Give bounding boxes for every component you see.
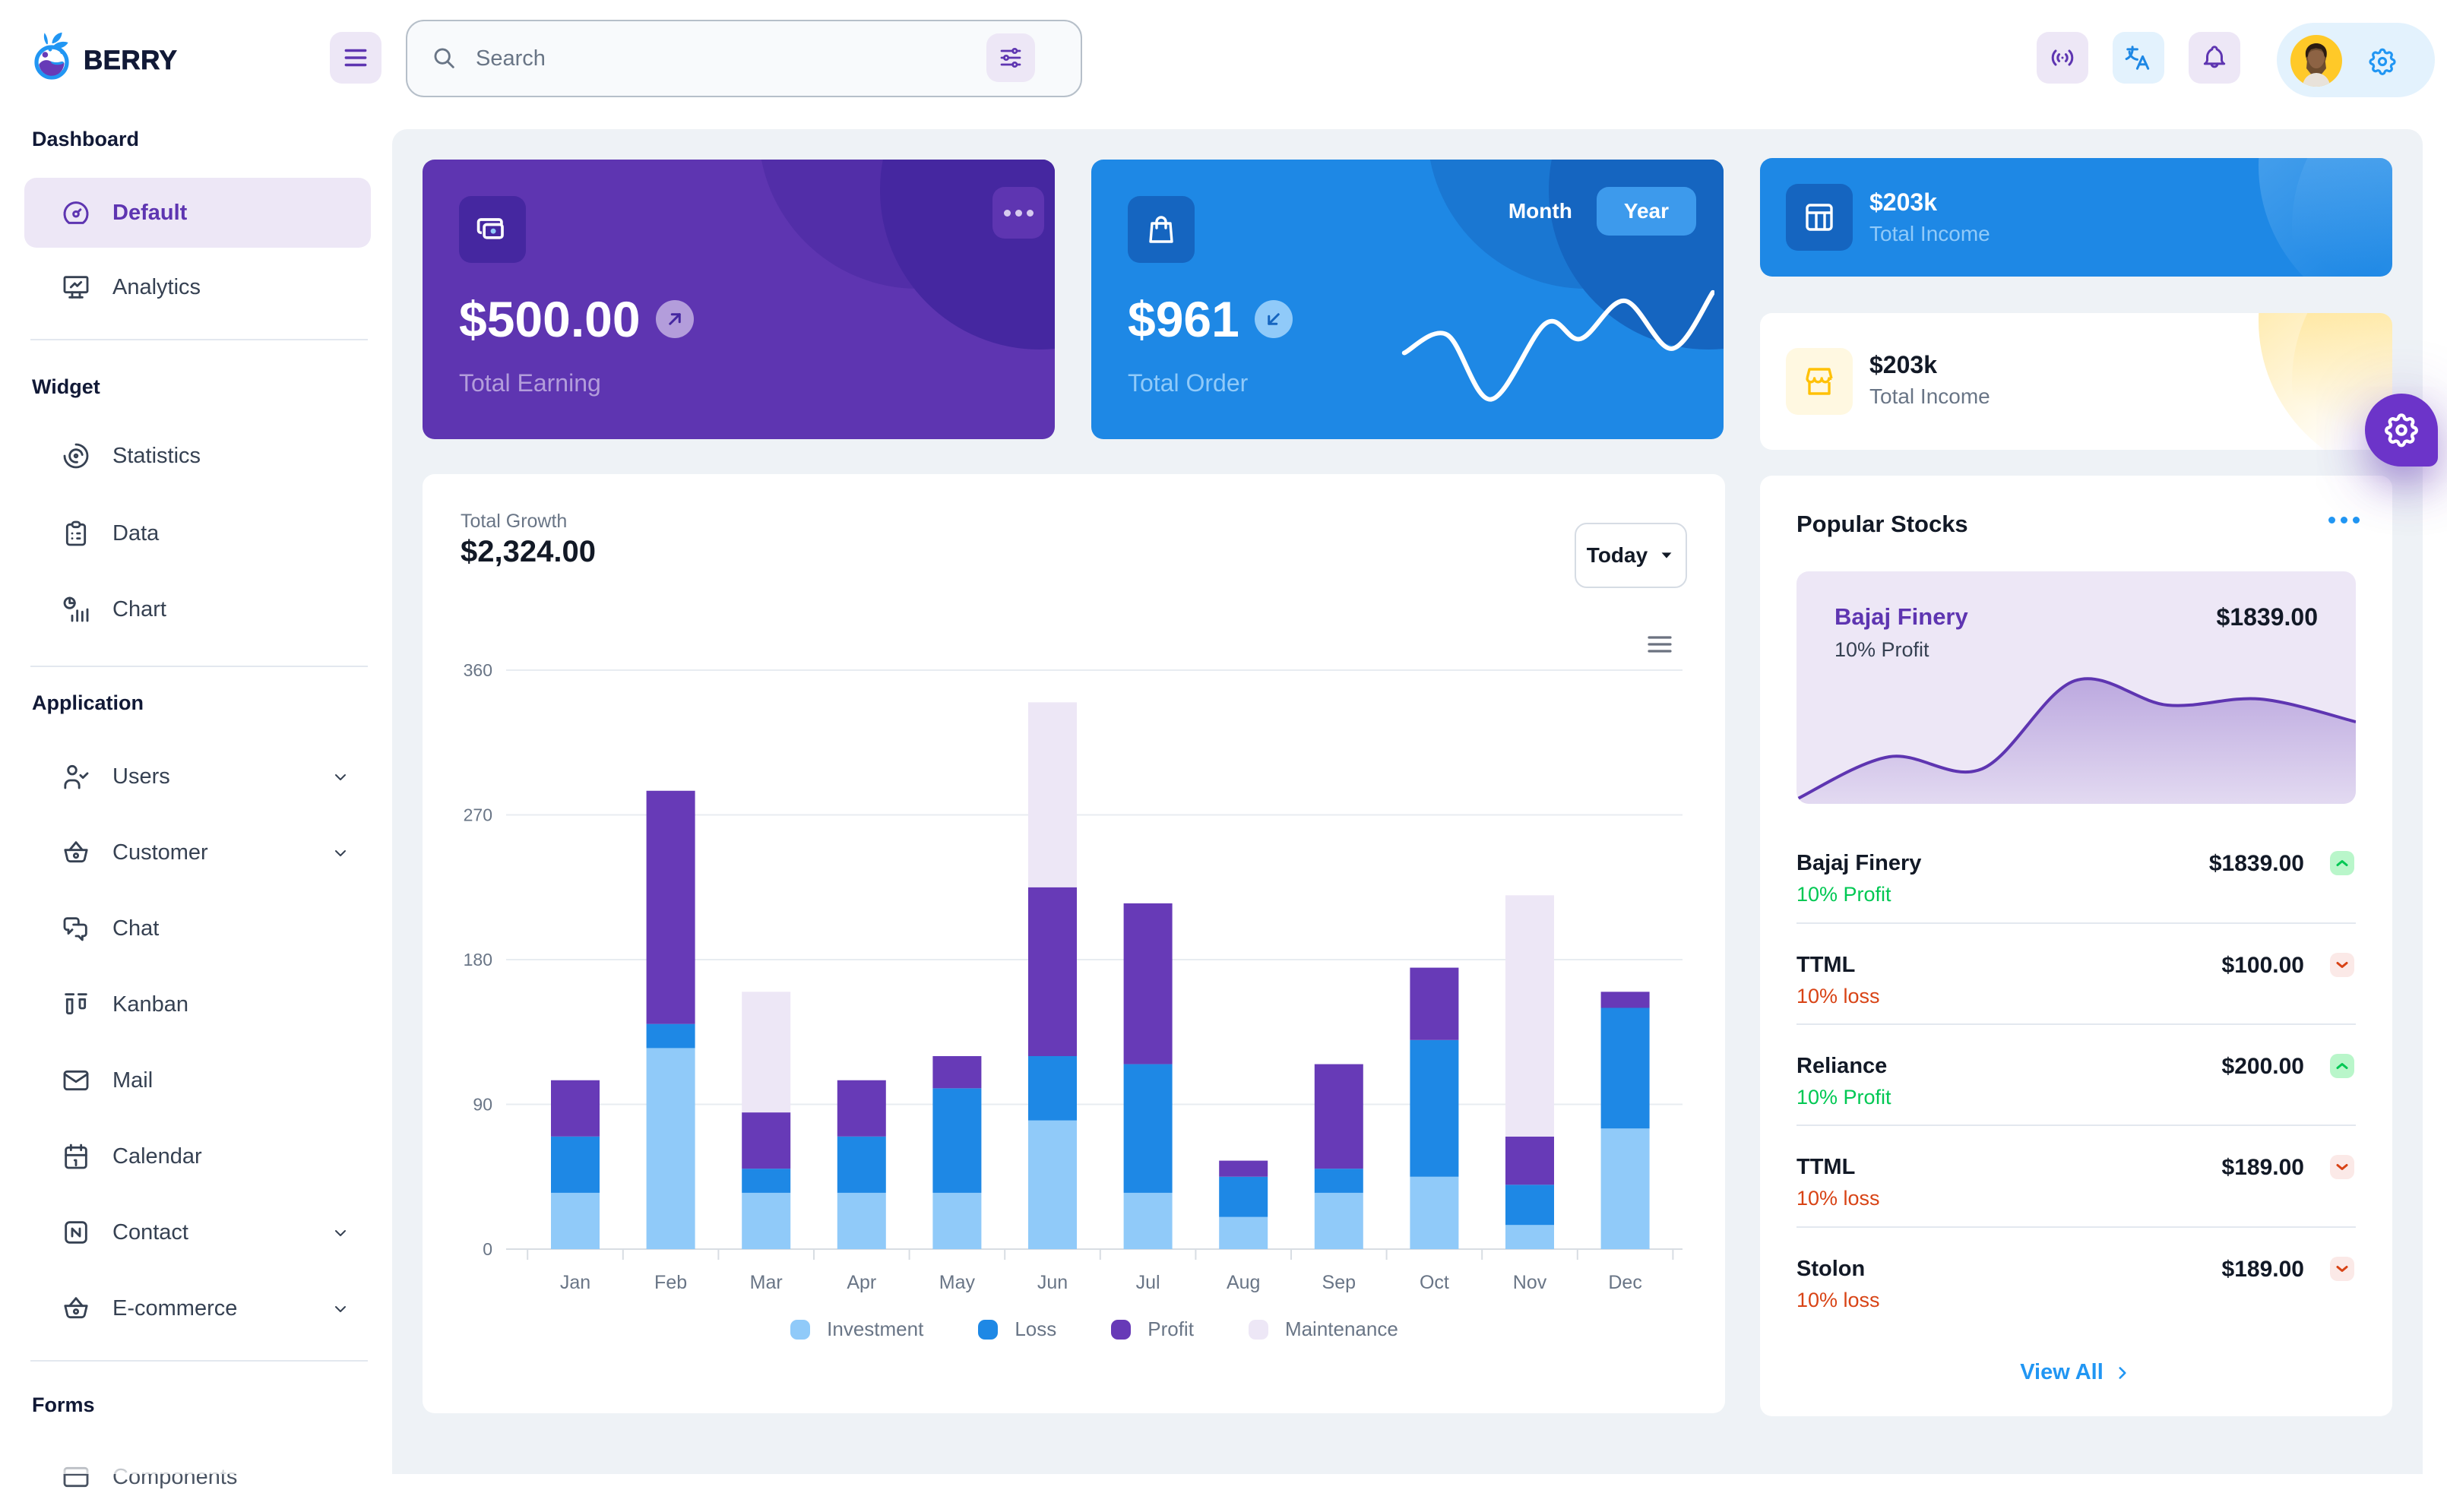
svg-text:Jul: Jul [1136, 1272, 1160, 1293]
svg-text:Apr: Apr [847, 1272, 876, 1293]
svg-text:360: 360 [464, 660, 492, 680]
svg-text:Aug: Aug [1227, 1272, 1260, 1293]
svg-text:Jun: Jun [1037, 1272, 1068, 1293]
svg-text:Oct: Oct [1420, 1272, 1449, 1293]
svg-text:Jan: Jan [560, 1272, 590, 1293]
svg-text:Feb: Feb [654, 1272, 687, 1293]
svg-text:May: May [939, 1272, 976, 1293]
svg-text:270: 270 [464, 805, 492, 825]
svg-text:90: 90 [473, 1095, 492, 1115]
svg-text:Nov: Nov [1513, 1272, 1547, 1293]
svg-text:180: 180 [464, 950, 492, 970]
svg-text:Sep: Sep [1322, 1272, 1356, 1293]
svg-text:0: 0 [483, 1239, 492, 1259]
svg-text:Dec: Dec [1608, 1272, 1641, 1293]
svg-text:Mar: Mar [750, 1272, 783, 1293]
